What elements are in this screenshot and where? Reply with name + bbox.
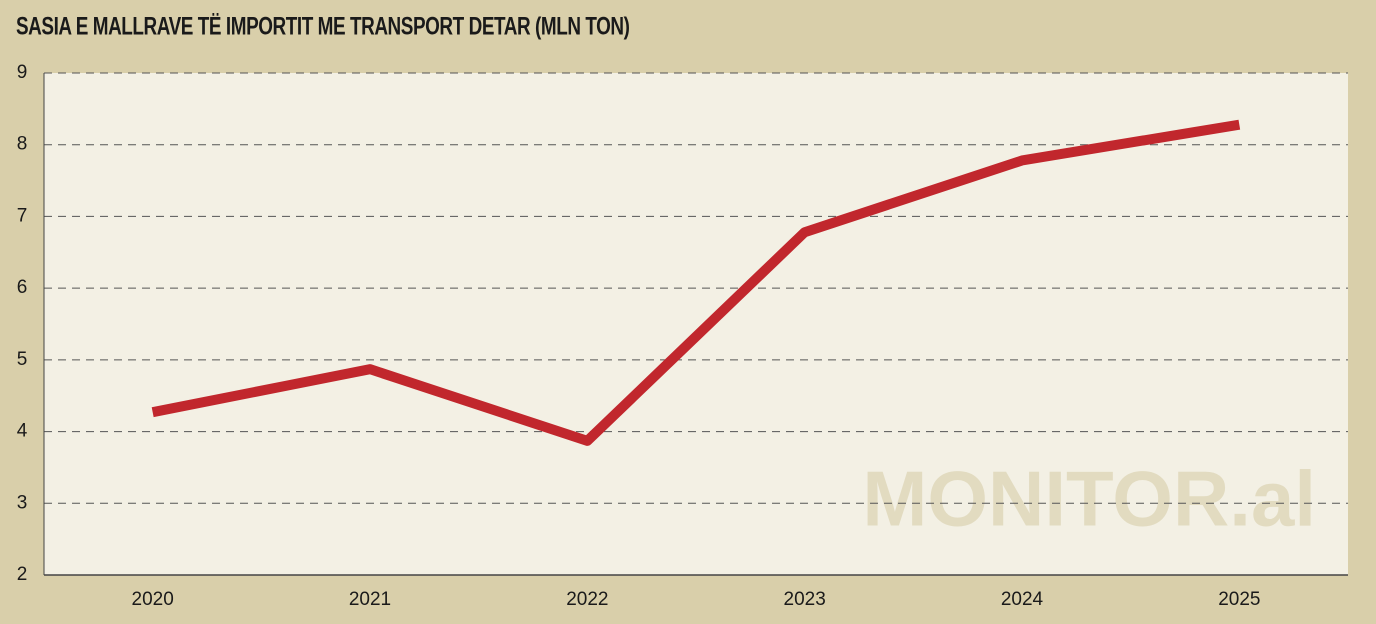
x-tick-label: 2020 [132,589,174,610]
x-tick-label: 2021 [349,589,391,610]
x-tick-label: 2024 [1001,589,1044,610]
y-tick-label: 2 [17,564,28,585]
x-tick-label: 2022 [566,589,608,610]
watermark: MONITOR.al [862,455,1316,543]
y-tick-label: 3 [17,492,28,513]
y-tick-label: 5 [17,349,28,370]
y-tick-label: 8 [17,134,28,155]
y-tick-label: 9 [17,62,28,83]
y-tick-label: 6 [17,277,28,298]
chart-title: SASIA E MALLRAVE TË IMPORTIT ME TRANSPOR… [16,12,630,40]
y-tick-label: 4 [17,421,28,442]
plot-area [44,73,1348,575]
data-line [151,119,1241,446]
x-tick-label: 2025 [1218,589,1260,610]
y-tick-label: 7 [17,205,28,226]
x-tick-label: 2023 [784,589,826,610]
